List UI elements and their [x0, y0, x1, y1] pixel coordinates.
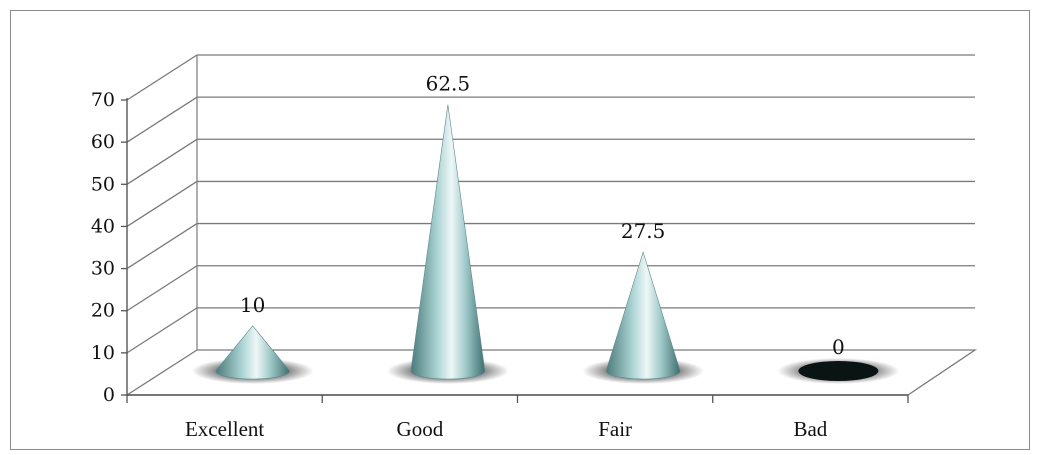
category-label: Fair: [598, 417, 632, 441]
category-labels: Excellent Good Fair Bad: [185, 417, 828, 441]
gridline: [126, 54, 975, 101]
data-label: 0: [832, 335, 845, 359]
data-label: 10: [240, 293, 265, 317]
gridline: [126, 180, 975, 227]
y-tick-label: 0: [103, 384, 115, 406]
cone-mark: [215, 325, 290, 380]
cone-mark: [605, 251, 681, 380]
y-tick-label: 70: [91, 89, 115, 111]
category-label: Excellent: [185, 417, 264, 441]
y-tick-label: 40: [91, 215, 115, 237]
cone-mark: [410, 104, 486, 380]
data-label: 62.5: [426, 72, 471, 96]
axes: [121, 98, 909, 403]
data-labels: 10 62.5 27.5 0: [240, 72, 845, 359]
y-tick-labels: 0 10 20 30 40 50 60 70: [91, 89, 115, 406]
category-label: Bad: [793, 417, 827, 441]
gridline: [126, 222, 975, 270]
y-tick-label: 30: [91, 258, 115, 280]
data-label: 27.5: [621, 219, 666, 243]
y-tick-label: 50: [91, 173, 115, 195]
gridline: [126, 96, 975, 143]
cone-mark: [798, 361, 879, 381]
cones: [191, 104, 900, 384]
y-tick-label: 20: [91, 300, 115, 322]
y-tick-label: 60: [91, 131, 115, 153]
category-label: Good: [397, 417, 444, 441]
y-tick-label: 10: [91, 342, 115, 364]
gridline: [126, 138, 975, 185]
